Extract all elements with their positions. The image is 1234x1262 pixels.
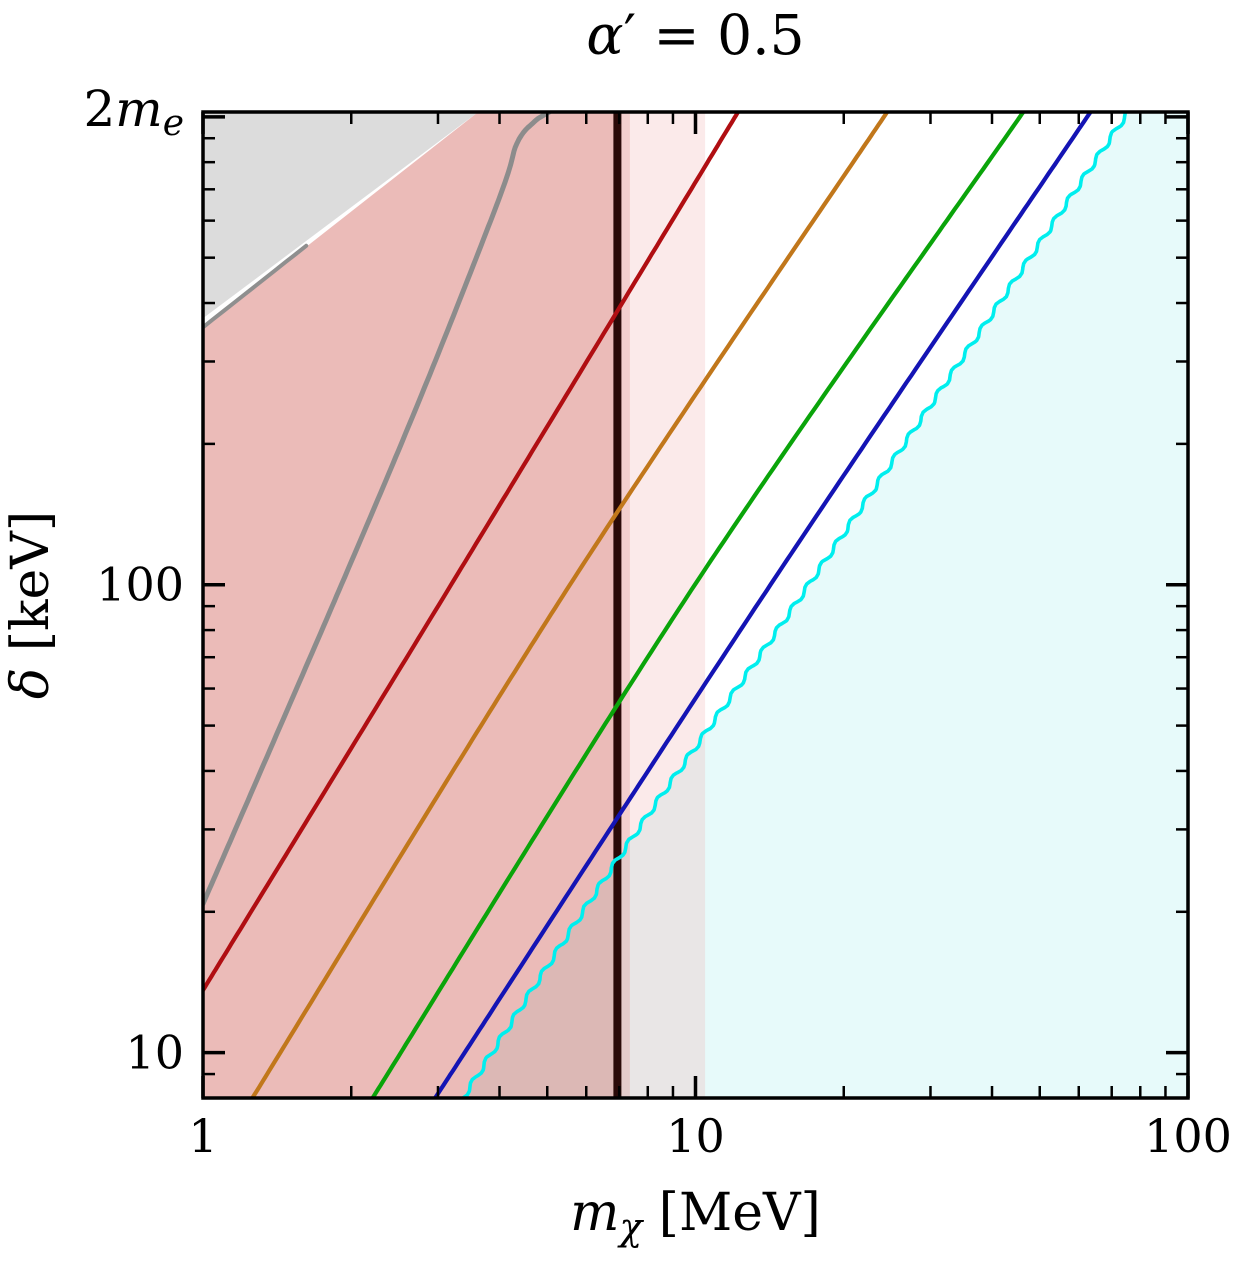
gray-line [203, 112, 552, 907]
axes-and-ticks [201, 110, 1190, 1100]
region-gray-excluded-region [203, 112, 479, 319]
blue-line [433, 112, 1093, 1098]
y-tick-label-10: 10 [125, 1026, 184, 1080]
y-axis-title: δ [keV] [1, 511, 61, 699]
y-tick-label-100: 100 [96, 558, 184, 612]
red-line [203, 112, 741, 993]
green-line [370, 112, 1026, 1098]
contour-lines [203, 112, 1128, 1098]
dark-vertical-line [613, 112, 622, 1098]
x-axis-title: mχ [MeV] [570, 1183, 821, 1248]
region-red-excluded-region [203, 112, 618, 1098]
region-pink-band-region [617, 112, 706, 1098]
x-tick-label-1: 1 [188, 1109, 217, 1163]
x-tick-label-100: 100 [1144, 1109, 1232, 1163]
orange-line [250, 112, 890, 1098]
vertical-line-layer [613, 112, 622, 1098]
x-tick-label-10: 10 [666, 1109, 725, 1163]
cyan-line [461, 112, 1128, 1098]
y-top-label-2me: 2me [83, 80, 184, 144]
gray-boundary-segment [203, 243, 309, 330]
region-cyan-shaded-region [462, 112, 1188, 1098]
shaded-regions [203, 112, 1188, 1098]
plot-title: α′ = 0.5 [586, 3, 804, 67]
